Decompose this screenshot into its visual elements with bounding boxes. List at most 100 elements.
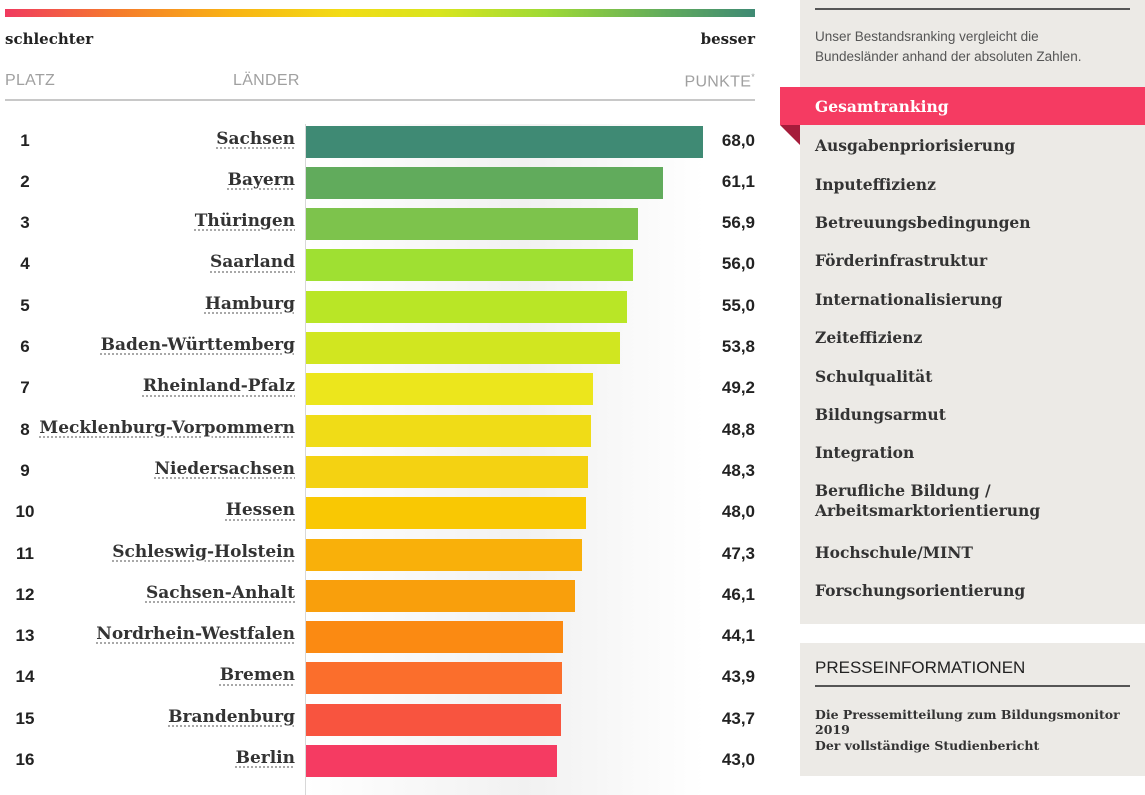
state-link[interactable]: Bayern xyxy=(227,169,295,190)
state-link[interactable]: Mecklenburg-Vorpommern xyxy=(39,417,295,438)
sidebar-top-divider xyxy=(815,8,1130,10)
rank-label: 11 xyxy=(16,543,34,563)
press-title: PRESSEINFORMATIONEN xyxy=(815,658,1026,677)
sidebar-intro-text: Unser Bestandsranking vergleicht die Bun… xyxy=(815,29,1082,64)
nav-item[interactable]: Internationalisierung xyxy=(815,290,1003,309)
rank-label: 13 xyxy=(15,626,35,646)
state-link[interactable]: Berlin xyxy=(235,748,295,768)
chart-row: 12 Sachsen-Anhalt 46,1 xyxy=(0,579,760,613)
column-header-rank: PLATZ xyxy=(5,72,56,89)
press-panel xyxy=(800,643,1145,776)
score-value: 43,7 xyxy=(721,708,755,728)
nav-item[interactable]: Betreuungsbedingungen xyxy=(815,213,1031,232)
press-divider xyxy=(815,685,1130,687)
score-value: 48,3 xyxy=(721,460,755,480)
rank-label: 1 xyxy=(20,130,30,150)
score-value: 56,9 xyxy=(721,213,755,233)
chart-row: 5 Hamburg 55,0 xyxy=(0,290,760,324)
score-bar xyxy=(306,414,591,447)
nav-item[interactable]: Schulqualität xyxy=(815,367,933,386)
rank-label: 14 xyxy=(15,667,35,687)
score-value: 55,0 xyxy=(721,295,755,315)
rank-label: 16 xyxy=(15,750,35,769)
state-link[interactable]: Hamburg xyxy=(204,293,295,314)
score-bar xyxy=(306,166,663,199)
rank-label: 8 xyxy=(20,419,30,439)
score-bar xyxy=(306,208,639,241)
nav-item[interactable]: Förderinfrastruktur xyxy=(815,251,988,270)
legend-better-label: besser xyxy=(700,30,755,48)
score-gradient-bar xyxy=(5,9,755,17)
footnote-mark: * xyxy=(751,72,755,82)
state-link[interactable]: Nordrhein-Westfalen xyxy=(96,624,295,645)
score-bar xyxy=(306,125,703,158)
state-link[interactable]: Saarland xyxy=(210,252,295,273)
score-value: 48,8 xyxy=(721,419,755,439)
score-bar xyxy=(306,455,588,488)
rank-label: 12 xyxy=(15,584,35,604)
state-link[interactable]: Sachsen-Anhalt xyxy=(145,582,295,603)
column-header-points-label: PUNKTE xyxy=(684,73,752,91)
chart-row: 15 Brandenburg 43,7 xyxy=(0,703,760,737)
active-nav-fold xyxy=(780,125,800,145)
score-bar xyxy=(306,745,558,777)
nav-item[interactable]: Forschungsorientierung xyxy=(815,581,1026,600)
rank-label: 10 xyxy=(15,502,35,522)
header-divider xyxy=(5,99,755,101)
state-link[interactable]: Sachsen xyxy=(216,128,295,149)
rank-label: 4 xyxy=(20,254,30,274)
score-bar xyxy=(306,538,583,571)
state-link[interactable]: Niedersachsen xyxy=(154,458,295,479)
nav-item[interactable]: Integration xyxy=(815,443,915,462)
state-link[interactable]: Brandenburg xyxy=(168,706,295,727)
chart-row: 1 Sachsen 68,0 xyxy=(0,125,760,159)
score-value: 43,0 xyxy=(721,750,755,769)
score-bar xyxy=(306,662,563,695)
state-link[interactable]: Thüringen xyxy=(194,211,295,232)
chart-row: 10 Hessen 48,0 xyxy=(0,496,760,530)
score-value: 44,1 xyxy=(721,626,755,646)
score-bar xyxy=(306,497,587,530)
nav-item[interactable]: Gesamtranking xyxy=(815,97,949,116)
chart-row: 11 Schleswig-Holstein 47,3 xyxy=(0,538,760,572)
state-link[interactable]: Hessen xyxy=(225,500,295,521)
rank-label: 9 xyxy=(20,460,30,480)
state-link[interactable]: Rheinland-Pfalz xyxy=(142,376,295,397)
chart-row: 16 Berlin 43,0 xyxy=(0,744,760,778)
bar-axis-line xyxy=(305,124,306,795)
rank-label: 7 xyxy=(20,378,30,398)
score-value: 43,9 xyxy=(721,667,755,687)
chart-row: 8 Mecklenburg-Vorpommern 48,8 xyxy=(0,414,760,448)
score-value: 47,3 xyxy=(721,543,755,563)
study-report-link[interactable]: Der vollständige Studienbericht xyxy=(815,738,1040,753)
nav-item[interactable]: Inputeffizienz xyxy=(815,175,936,194)
score-bar xyxy=(306,621,564,654)
press-release-link[interactable]: Die Pressemitteilung zum Bildungsmonitor… xyxy=(815,707,1120,737)
nav-item[interactable]: Ausgabenpriorisierung xyxy=(815,136,1016,155)
rank-label: 15 xyxy=(15,708,35,728)
state-link[interactable]: Bremen xyxy=(219,665,295,686)
score-value: 61,1 xyxy=(721,171,755,191)
nav-item[interactable]: Zeiteffizienz xyxy=(815,328,923,347)
chart-row: 7 Rheinland-Pfalz 49,2 xyxy=(0,372,760,406)
score-bar xyxy=(306,332,621,364)
rank-label: 6 xyxy=(20,337,30,356)
active-nav-highlight xyxy=(780,87,1145,125)
score-bar xyxy=(306,703,562,736)
nav-item[interactable]: Hochschule/MINT xyxy=(815,543,973,562)
nav-item[interactable]: Bildungsarmut xyxy=(815,405,946,424)
nav-item[interactable]: Berufliche Bildung / Arbeitsmarktorienti… xyxy=(815,481,1041,520)
score-value: 68,0 xyxy=(721,130,755,150)
score-value: 56,0 xyxy=(721,254,755,274)
column-header-states: LÄNDER xyxy=(233,72,300,89)
score-value: 53,8 xyxy=(721,337,755,356)
state-link[interactable]: Schleswig-Holstein xyxy=(112,541,295,562)
state-link[interactable]: Baden-Württemberg xyxy=(100,335,295,355)
score-value: 49,2 xyxy=(721,378,755,398)
chart-row: 6 Baden-Württemberg 53,8 xyxy=(0,331,760,365)
score-value: 46,1 xyxy=(721,584,755,604)
score-bar xyxy=(306,249,633,282)
chart-row: 14 Bremen 43,9 xyxy=(0,661,760,695)
score-value: 48,0 xyxy=(721,502,755,522)
chart-row: 4 Saarland 56,0 xyxy=(0,248,760,282)
